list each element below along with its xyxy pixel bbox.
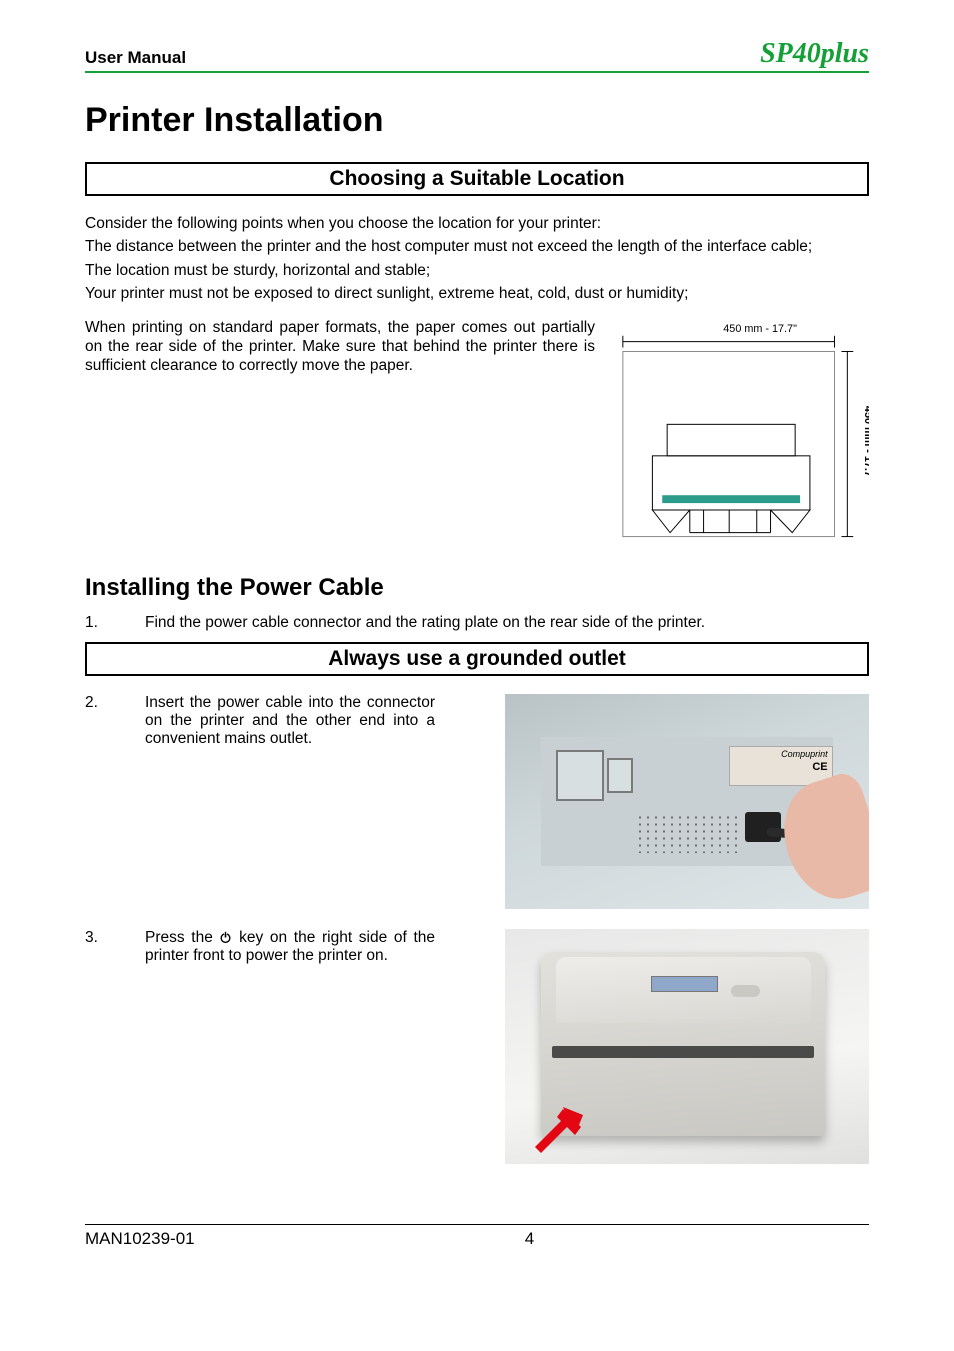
clearance-note: When printing on standard paper formats,… — [85, 318, 595, 376]
doc-number: MAN10239-01 — [85, 1229, 195, 1249]
page-number: 4 — [525, 1229, 534, 1249]
power-icon — [219, 931, 232, 944]
paragraph-block: Consider the following points when you c… — [85, 214, 869, 304]
product-logo: SP40plus — [760, 40, 869, 68]
step-text: Find the power cable connector and the r… — [145, 614, 705, 632]
requirement-line: The distance between the printer and the… — [85, 237, 869, 256]
clearance-diagram: 450 mm - 17.7" — [613, 318, 869, 544]
step-number: 1. — [85, 614, 145, 632]
step-with-photo: 3. Press the key on the right side of th… — [85, 929, 869, 1164]
printer-rear-photo: Compuprint CE — [505, 694, 869, 909]
step-number: 2. — [85, 694, 145, 748]
section-heading-location: Choosing a Suitable Location — [85, 162, 869, 196]
step-with-photo: 2. Insert the power cable into the conne… — [85, 694, 869, 909]
page-footer: MAN10239-01 4 . — [85, 1224, 869, 1249]
brand-label: Compuprint — [730, 747, 832, 761]
arrow-indicator-icon — [527, 1095, 587, 1155]
page-title: Printer Installation — [85, 101, 869, 140]
page-header: User Manual SP40plus — [85, 40, 869, 73]
warning-box: Always use a grounded outlet — [85, 642, 869, 676]
section-heading-power: Installing the Power Cable — [85, 574, 869, 602]
text-with-diagram-row: When printing on standard paper formats,… — [85, 318, 869, 544]
diagram-top-label: 450 mm - 17.7" — [723, 322, 797, 334]
step-text: Insert the power cable into the connecto… — [145, 694, 435, 748]
intro-line: Consider the following points when you c… — [85, 214, 869, 233]
requirement-line: Your printer must not be exposed to dire… — [85, 284, 869, 303]
step-number: 3. — [85, 929, 145, 965]
requirement-line: The location must be sturdy, horizontal … — [85, 261, 869, 280]
step-text: Press the key on the right side of the p… — [145, 929, 435, 965]
header-title: User Manual — [85, 48, 186, 68]
printer-front-photo — [505, 929, 869, 1164]
step-item: 1. Find the power cable connector and th… — [85, 614, 869, 632]
ce-mark: CE — [730, 761, 832, 773]
diagram-right-label: 450 mm - 17.7" — [862, 405, 869, 481]
